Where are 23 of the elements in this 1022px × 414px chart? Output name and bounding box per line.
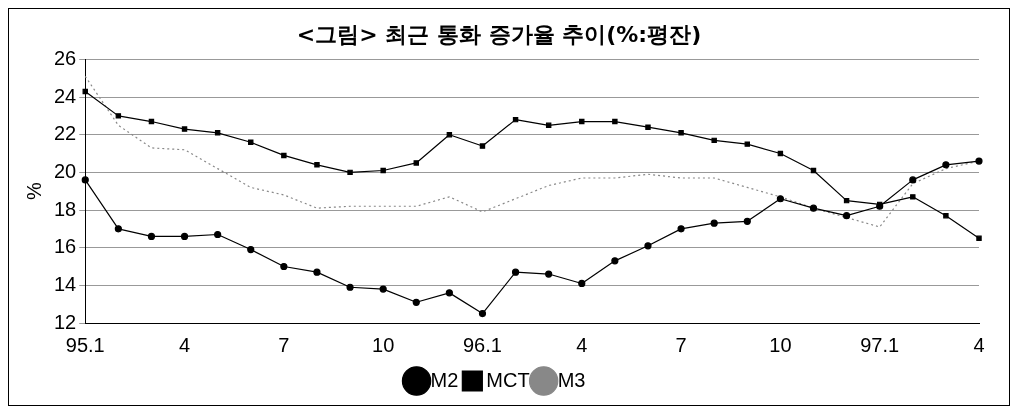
y-tick-label: 16 (54, 235, 77, 258)
y-axis-title: % (22, 182, 45, 201)
x-tick-label: 95.1 (65, 333, 105, 356)
x-tick-label: 7 (675, 333, 687, 356)
x-tick-label: 10 (769, 333, 792, 356)
x-tick-label: 96.1 (463, 333, 502, 356)
legend-label: M2 (430, 368, 459, 391)
x-tick-label: 4 (178, 333, 191, 356)
x-tick-label: 97.1 (860, 333, 900, 356)
x-tick-label: 4 (576, 333, 588, 356)
y-tick-label: 18 (54, 197, 77, 220)
x-tick-label: 7 (278, 333, 290, 356)
y-tick-label: 12 (54, 310, 77, 333)
y-tick-label: 26 (54, 46, 77, 69)
y-tick-label: 14 (54, 272, 77, 295)
x-tick-label: 10 (372, 333, 395, 356)
y-tick-label: 24 (54, 84, 77, 107)
chart-title: <그림> 최근 통화 증가율 추이(%:평잔) (296, 21, 702, 47)
x-tick-label: 4 (973, 333, 985, 356)
legend-label: MCT (486, 368, 530, 391)
y-tick-label: 22 (54, 122, 77, 145)
y-tick-label: 20 (54, 159, 77, 182)
legend-label: M3 (557, 368, 586, 391)
